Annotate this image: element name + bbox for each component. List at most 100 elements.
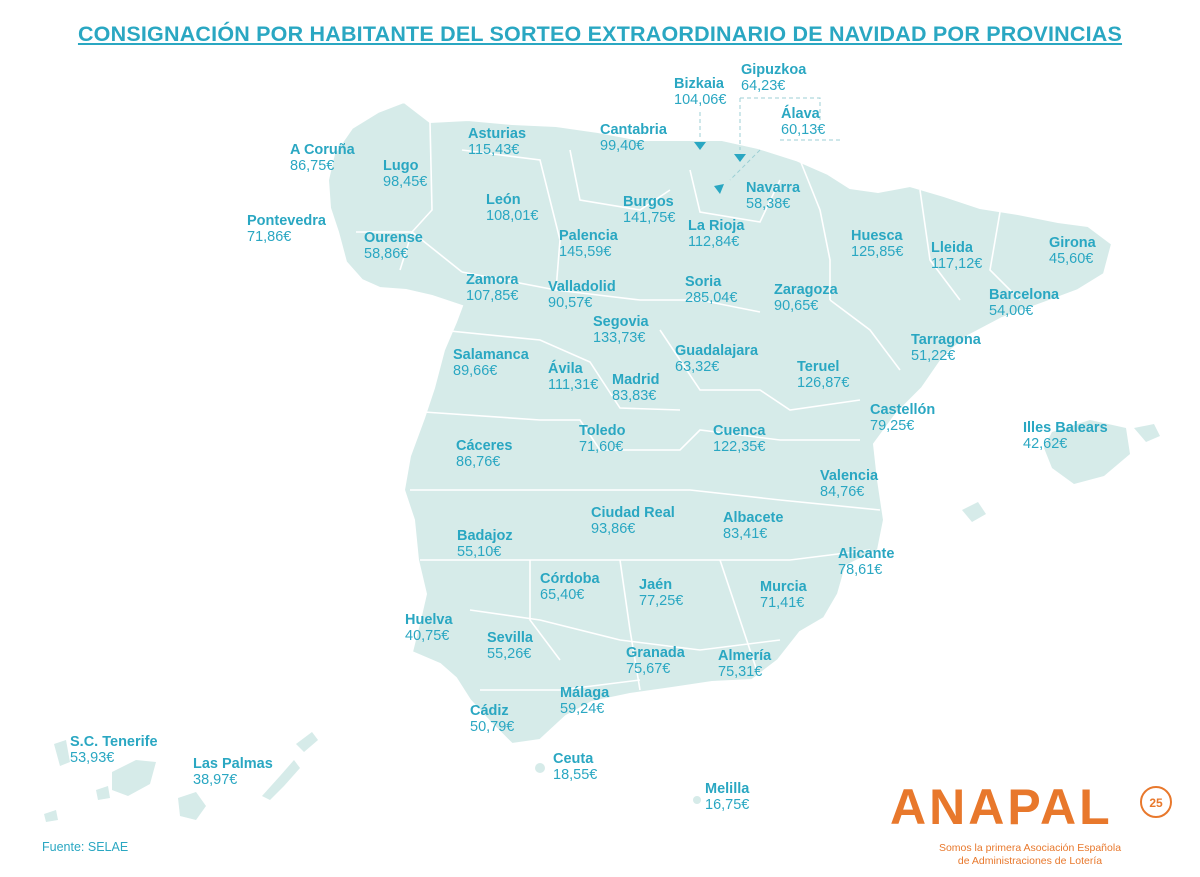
province-label: Toledo 71,60€	[579, 423, 625, 455]
province-label: Gipuzkoa 64,23€	[741, 62, 806, 94]
province-value: 79,25€	[870, 418, 915, 435]
province-value: 55,10€	[457, 544, 502, 561]
gomera-shape	[96, 786, 110, 800]
province-name: Zamora	[466, 272, 519, 288]
province-label: León 108,01€	[486, 192, 538, 224]
province-name: Teruel	[797, 359, 840, 375]
menorca-shape	[1134, 424, 1160, 442]
province-label: Málaga 59,24€	[560, 685, 609, 717]
province-label: Girona 45,60€	[1049, 235, 1096, 267]
province-name: Zaragoza	[774, 282, 838, 298]
province-borders	[356, 121, 1021, 691]
province-name: Sevilla	[487, 630, 533, 646]
province-label: La Rioja 112,84€	[688, 218, 744, 250]
province-value: 71,86€	[247, 229, 292, 246]
province-value: 133,73€	[593, 330, 646, 347]
province-label: Barcelona 54,00€	[989, 287, 1059, 319]
logo-tagline: Somos la primera Asociación Española de …	[890, 842, 1170, 867]
province-name: Toledo	[579, 423, 626, 439]
province-name: León	[486, 192, 521, 208]
province-value: 122,35€	[713, 439, 766, 456]
province-value: 99,40€	[600, 138, 645, 155]
province-label: S.C. Tenerife 53,93€	[70, 734, 158, 766]
province-value: 104,06€	[674, 92, 727, 109]
province-name: Gipuzkoa	[741, 62, 807, 78]
province-value: 38,97€	[193, 772, 238, 789]
province-name: Guadalajara	[675, 343, 759, 359]
melilla-shape	[693, 796, 701, 804]
logo-wordmark: ANAPAL	[890, 779, 1113, 835]
province-value: 64,23€	[741, 78, 786, 95]
province-value: 51,22€	[911, 348, 956, 365]
anniversary-badge: 25	[1140, 786, 1172, 818]
province-label: Valladolid 90,57€	[548, 279, 616, 311]
province-name: Castellón	[870, 402, 936, 418]
province-label: Huelva 40,75€	[405, 612, 453, 644]
province-name: Salamanca	[453, 347, 529, 363]
province-label: Madrid 83,83€	[612, 372, 660, 404]
province-label: Salamanca 89,66€	[453, 347, 529, 379]
province-name: La Rioja	[688, 218, 745, 234]
province-label: Cantabria 99,40€	[600, 122, 667, 154]
province-value: 107,85€	[466, 288, 519, 305]
hierro-shape	[44, 810, 58, 822]
province-label: Albacete 83,41€	[723, 510, 783, 542]
province-value: 75,67€	[626, 661, 671, 678]
province-name: Barcelona	[989, 287, 1060, 303]
province-name: Cáceres	[456, 438, 513, 454]
province-value: 42,62€	[1023, 436, 1068, 453]
province-label: Zamora 107,85€	[466, 272, 518, 304]
province-label: Cádiz 50,79€	[470, 703, 514, 735]
province-name: Melilla	[705, 781, 750, 797]
province-name: Segovia	[593, 314, 649, 330]
province-value: 63,32€	[675, 359, 720, 376]
tagline-line-1: Somos la primera Asociación Española	[938, 842, 1122, 854]
province-value: 53,93€	[70, 750, 115, 767]
province-label: Bizkaia 104,06€	[674, 76, 726, 108]
lanzarote-shape	[296, 732, 318, 752]
province-name: Albacete	[723, 510, 784, 526]
province-value: 126,87€	[797, 375, 850, 392]
province-value: 59,24€	[560, 701, 605, 718]
source-note: Fuente: SELAE	[42, 840, 129, 854]
province-value: 90,57€	[548, 295, 593, 312]
tenerife-shape	[112, 760, 156, 796]
province-value: 141,75€	[623, 210, 676, 227]
province-value: 58,38€	[746, 196, 791, 213]
province-value: 90,65€	[774, 298, 819, 315]
province-name: Córdoba	[540, 571, 600, 587]
basque-arrows	[694, 142, 746, 194]
province-value: 16,75€	[705, 797, 750, 814]
province-value: 111,31€	[548, 377, 599, 394]
province-name: A Coruña	[290, 142, 355, 158]
province-label: Almería 75,31€	[718, 648, 771, 680]
province-label: Asturias 115,43€	[468, 126, 526, 158]
province-value: 84,76€	[820, 484, 865, 501]
province-label: Illes Balears 42,62€	[1023, 420, 1108, 452]
province-label: Huesca 125,85€	[851, 228, 903, 260]
province-name: Málaga	[560, 685, 610, 701]
province-value: 40,75€	[405, 628, 450, 645]
province-label: Murcia 71,41€	[760, 579, 807, 611]
province-label: Valencia 84,76€	[820, 468, 878, 500]
province-name: Granada	[626, 645, 685, 661]
province-name: Álava	[781, 106, 820, 122]
province-label: Córdoba 65,40€	[540, 571, 600, 603]
province-label: Castellón 79,25€	[870, 402, 935, 434]
badge-number: 25	[1149, 796, 1163, 810]
province-label: Lugo 98,45€	[383, 158, 427, 190]
province-name: S.C. Tenerife	[70, 734, 158, 750]
province-label: Palencia 145,59€	[559, 228, 618, 260]
province-label: Melilla 16,75€	[705, 781, 749, 813]
province-name: Ourense	[364, 230, 423, 246]
province-name: Madrid	[612, 372, 660, 388]
province-value: 77,25€	[639, 593, 684, 610]
province-name: Lleida	[931, 240, 973, 256]
province-label: Pontevedra 71,86€	[247, 213, 326, 245]
province-name: Girona	[1049, 235, 1096, 251]
province-label: Segovia 133,73€	[593, 314, 649, 346]
province-value: 71,41€	[760, 595, 805, 612]
province-value: 83,83€	[612, 388, 657, 405]
province-value: 54,00€	[989, 303, 1034, 320]
